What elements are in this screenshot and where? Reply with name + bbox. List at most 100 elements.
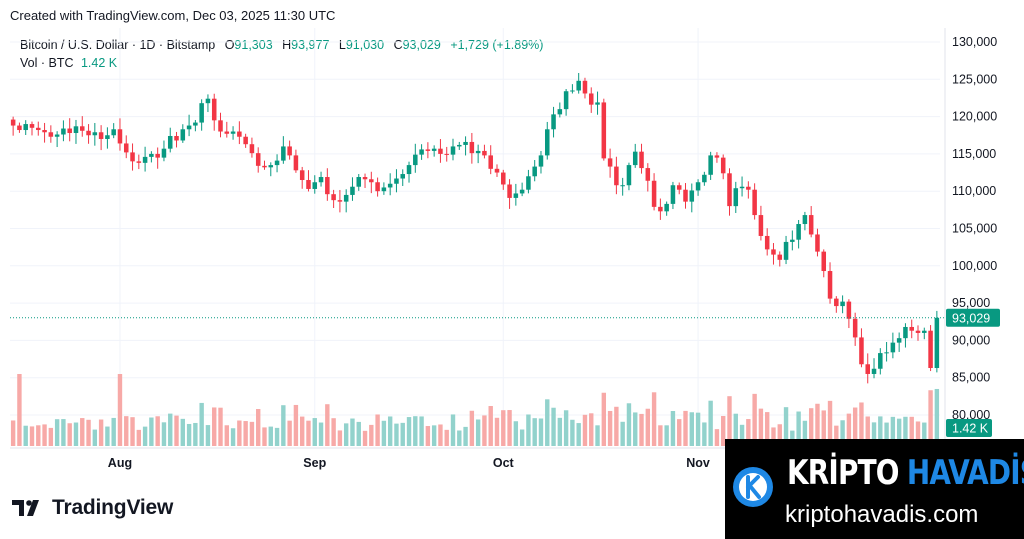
low-label: L bbox=[338, 38, 346, 52]
candle-body bbox=[36, 127, 41, 131]
volume-bar bbox=[570, 419, 575, 446]
tradingview-logo-icon bbox=[12, 500, 39, 516]
volume-bar bbox=[73, 422, 79, 446]
candlestick-chart[interactable]: 130,000 125,000 120,000 115,000 110,000 105,0… bbox=[0, 28, 1024, 478]
volume-bar bbox=[23, 425, 28, 446]
candle-body bbox=[626, 165, 632, 186]
candle-body bbox=[312, 182, 318, 189]
candle-body bbox=[17, 125, 22, 131]
candle-body bbox=[708, 155, 713, 175]
candle-body bbox=[105, 135, 110, 139]
candle-body bbox=[488, 155, 493, 169]
volume-bar bbox=[124, 416, 129, 446]
volume-label[interactable]: Vol · BTC bbox=[20, 56, 74, 70]
price-axis-label: 125,000 bbox=[952, 72, 997, 86]
volume-bar bbox=[180, 418, 186, 446]
price-axis-label: 130,000 bbox=[952, 35, 997, 49]
candle-body bbox=[746, 186, 751, 190]
volume-bar bbox=[545, 399, 550, 446]
candle-body bbox=[595, 102, 600, 105]
candle-body bbox=[676, 185, 682, 190]
volume-bar bbox=[174, 415, 179, 446]
volume-bar bbox=[406, 417, 412, 446]
candle-body bbox=[714, 155, 720, 158]
volume-bar bbox=[262, 427, 267, 446]
candle-body bbox=[513, 193, 519, 198]
candle-body bbox=[519, 189, 525, 194]
created-with-text: Created with TradingView.com, Dec 03, 20… bbox=[10, 8, 336, 23]
candle-body bbox=[739, 186, 745, 189]
candle-body bbox=[343, 194, 349, 202]
volume-bar bbox=[287, 420, 292, 446]
volume-bar bbox=[413, 416, 418, 446]
volume-bar bbox=[369, 424, 374, 446]
candle-body bbox=[614, 166, 619, 186]
candle-body bbox=[161, 148, 167, 158]
volume-bar bbox=[507, 410, 512, 446]
volume-bar bbox=[488, 406, 493, 446]
candle-body bbox=[337, 200, 343, 202]
candle-body bbox=[532, 166, 537, 177]
candle-body bbox=[331, 194, 336, 201]
volume-bar bbox=[771, 427, 776, 446]
candle-body bbox=[274, 160, 280, 166]
price-axis-label: 80,000 bbox=[952, 408, 990, 422]
volume-bar bbox=[721, 415, 726, 446]
candle-body bbox=[827, 271, 833, 299]
candle-body bbox=[834, 298, 839, 307]
volume-bar bbox=[36, 425, 41, 446]
candle-body bbox=[639, 151, 644, 169]
volume-bar bbox=[865, 416, 870, 446]
candle-body bbox=[54, 134, 60, 137]
volume-bar bbox=[576, 423, 581, 446]
volume-bar bbox=[563, 410, 569, 446]
volume-bar bbox=[199, 402, 204, 446]
volume-bar bbox=[783, 407, 789, 446]
volume-bar bbox=[86, 419, 91, 446]
time-axis-label: Aug bbox=[108, 456, 132, 470]
candle-body bbox=[720, 157, 726, 174]
candle-body bbox=[783, 241, 789, 260]
volume-bar bbox=[42, 424, 47, 446]
volume-bar bbox=[796, 411, 801, 446]
volume-bar bbox=[48, 427, 54, 446]
candle-body bbox=[903, 326, 908, 339]
volume-bar bbox=[551, 407, 556, 446]
volume-bar bbox=[17, 374, 22, 446]
candle-body bbox=[98, 132, 104, 139]
candle-body bbox=[400, 174, 405, 179]
volume-bar bbox=[595, 425, 600, 446]
volume-bar bbox=[658, 425, 663, 446]
candle-body bbox=[406, 165, 412, 175]
candle-body bbox=[61, 128, 66, 135]
volume-bar bbox=[532, 418, 537, 446]
volume-bar bbox=[130, 417, 135, 446]
volume-bar bbox=[834, 425, 839, 446]
candle-body bbox=[683, 189, 688, 202]
candle-body bbox=[42, 130, 47, 133]
price-axis-label: 120,000 bbox=[952, 110, 997, 124]
tradingview-logo[interactable]: TradingView bbox=[12, 496, 173, 520]
candle-body bbox=[865, 364, 870, 374]
candle-body bbox=[689, 190, 695, 202]
volume-bar bbox=[683, 410, 688, 446]
candle-body bbox=[306, 180, 311, 189]
candle-body bbox=[325, 177, 330, 195]
candle-body bbox=[475, 150, 481, 154]
candle-body bbox=[469, 141, 475, 154]
time-axis-label: Sep bbox=[303, 456, 326, 470]
candle-body bbox=[727, 173, 732, 207]
candle-body bbox=[570, 90, 575, 92]
candle-body bbox=[48, 132, 54, 137]
candle-body bbox=[884, 352, 889, 354]
last-price-badge bbox=[946, 308, 1000, 327]
candle-body bbox=[852, 318, 858, 338]
volume-bar bbox=[186, 423, 192, 446]
volume-bar bbox=[733, 413, 738, 446]
candle-body bbox=[501, 172, 506, 185]
candle-body bbox=[356, 177, 362, 187]
volume-bar bbox=[934, 388, 940, 446]
candle-body bbox=[538, 155, 544, 167]
candle-body bbox=[281, 146, 286, 161]
candle-body bbox=[463, 141, 468, 145]
